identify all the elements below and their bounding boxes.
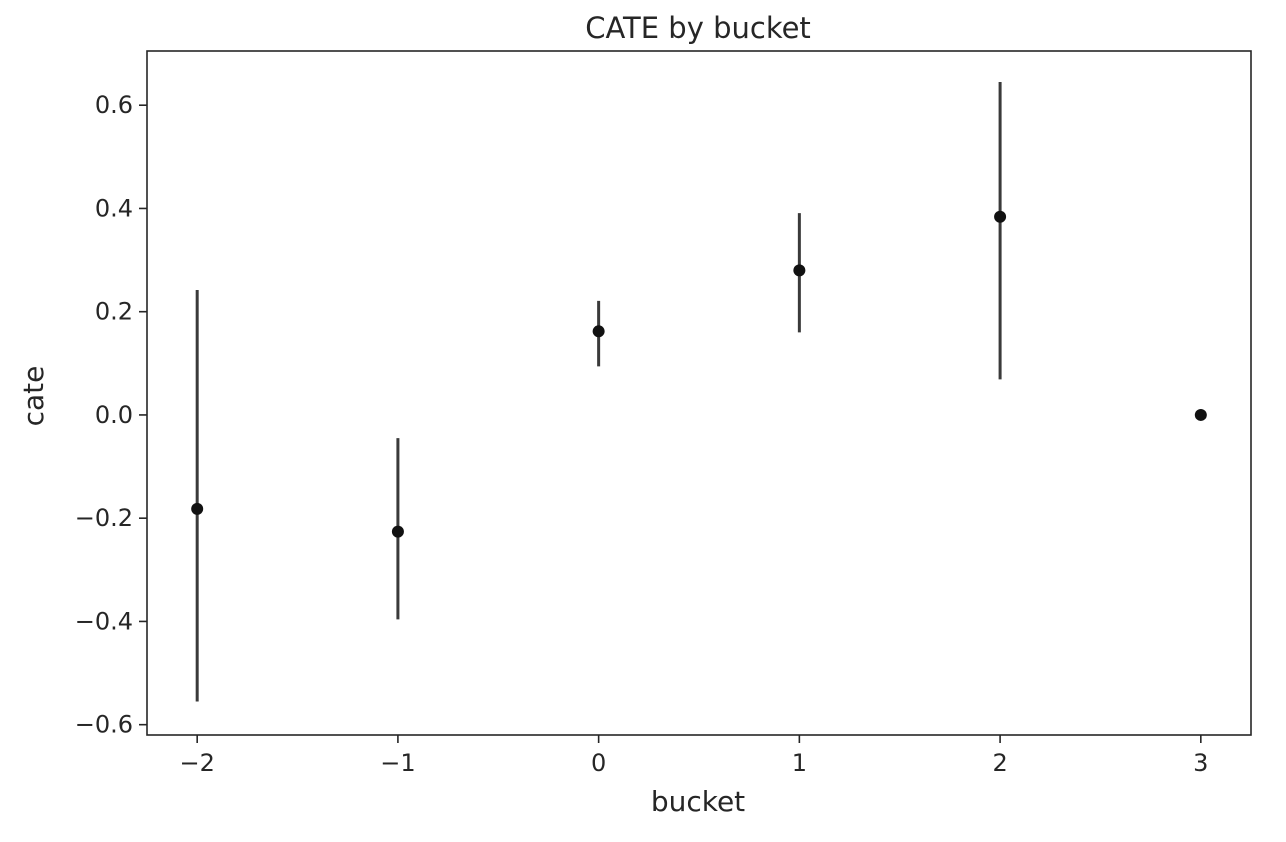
chart-title: CATE by bucket — [585, 11, 811, 45]
data-point — [592, 325, 605, 338]
y-axis: −0.6 −0.4 −0.2 0.0 0.2 0.4 0.6 — [75, 91, 147, 739]
y-tick-label: −0.6 — [75, 711, 133, 739]
x-axis-label: bucket — [651, 785, 745, 818]
data-point — [191, 502, 204, 515]
data-point — [391, 525, 404, 538]
x-tick-label: 2 — [992, 749, 1007, 777]
data-point — [1194, 408, 1207, 421]
x-tick-label: 1 — [792, 749, 807, 777]
y-tick-label: 0.6 — [95, 91, 133, 119]
x-tick-label: 0 — [591, 749, 606, 777]
data-marks — [191, 81, 1207, 702]
plot-frame — [146, 50, 1252, 736]
data-point — [994, 210, 1007, 223]
y-tick-label: −0.4 — [75, 607, 133, 635]
data-point — [793, 264, 806, 277]
y-tick-label: −0.2 — [75, 504, 133, 532]
x-tick-label: −1 — [380, 749, 415, 777]
y-tick-label: 0.2 — [95, 298, 133, 326]
y-tick-label: 0.4 — [95, 194, 133, 222]
x-tick-label: 3 — [1193, 749, 1208, 777]
x-tick-label: −2 — [179, 749, 214, 777]
y-tick-label: 0.0 — [95, 401, 133, 429]
y-axis-label: cate — [17, 366, 50, 427]
x-axis: −2 −1 0 1 2 3 — [179, 735, 1208, 777]
